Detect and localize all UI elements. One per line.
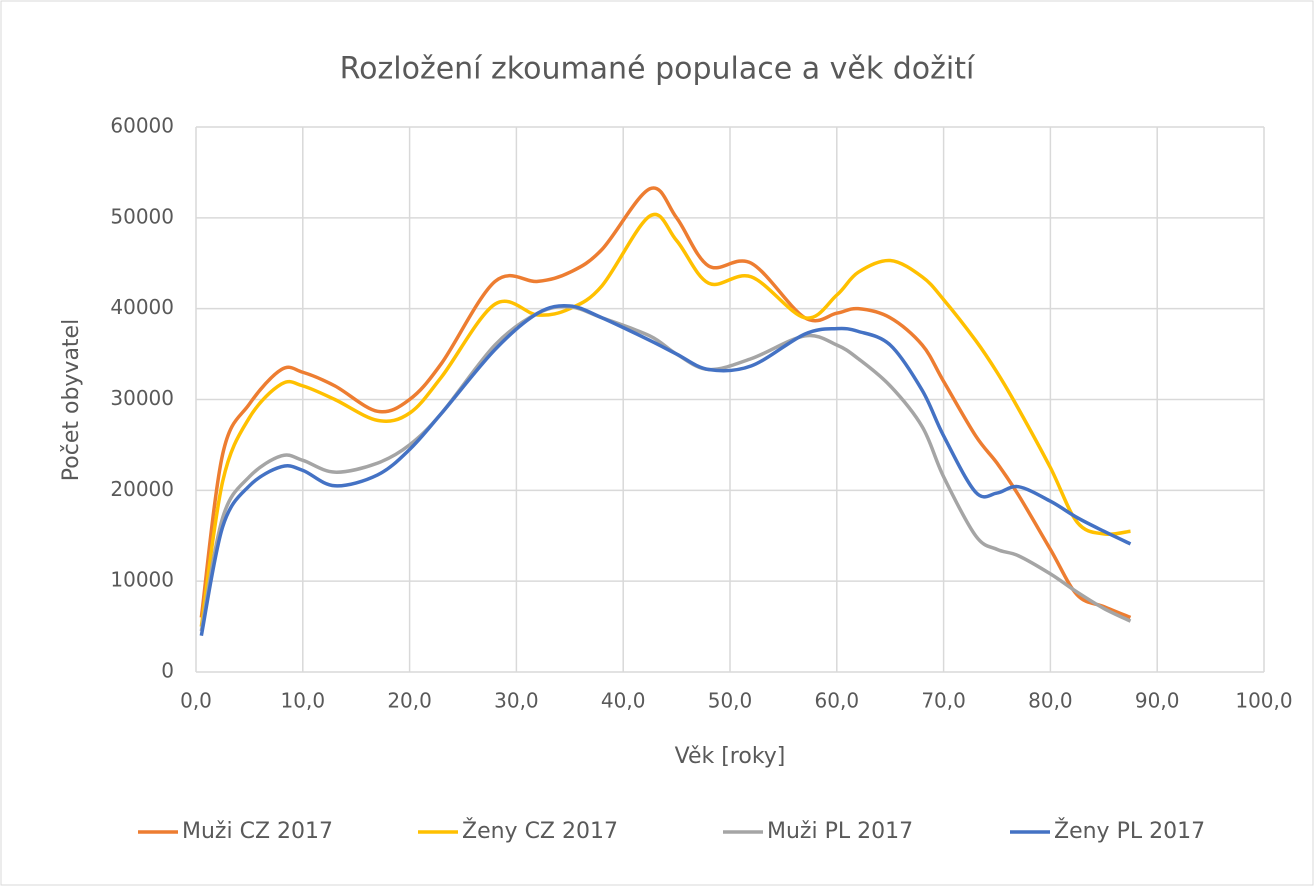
x-tick-label: 0,0	[180, 689, 212, 713]
x-tick-label: 20,0	[387, 689, 432, 713]
x-tick-label: 30,0	[494, 689, 539, 713]
x-tick-label: 10,0	[281, 689, 326, 713]
y-tick-label: 40000	[110, 295, 174, 319]
y-tick-label: 20000	[110, 477, 174, 501]
legend-label: Ženy PL 2017	[1054, 818, 1205, 844]
x-tick-label: 100,0	[1235, 689, 1292, 713]
y-tick-label: 10000	[110, 568, 174, 592]
line	[199, 186, 1132, 620]
legend-label: Ženy CZ 2017	[462, 818, 618, 844]
y-axis-label: Počet obyvatel	[59, 319, 84, 481]
legend-label: Muži PL 2017	[767, 819, 913, 844]
y-tick-label: 0	[161, 659, 174, 683]
y-tick-label: 50000	[110, 204, 174, 228]
x-tick-label: 40,0	[601, 689, 646, 713]
line	[199, 212, 1131, 627]
x-axis-label: Věk [roky]	[675, 744, 786, 769]
x-tick-label: 50,0	[708, 689, 753, 713]
y-tick-label: 60000	[110, 114, 174, 138]
y-tick-label: 30000	[110, 386, 174, 410]
chart-title: Rozložení zkoumané populace a věk dožití	[340, 52, 976, 87]
legend-label: Muži CZ 2017	[182, 819, 333, 844]
x-tick-label: 60,0	[815, 689, 860, 713]
x-tick-label: 70,0	[921, 689, 966, 713]
x-tick-label: 90,0	[1135, 689, 1180, 713]
line	[199, 303, 1132, 637]
x-tick-label: 80,0	[1028, 689, 1073, 713]
